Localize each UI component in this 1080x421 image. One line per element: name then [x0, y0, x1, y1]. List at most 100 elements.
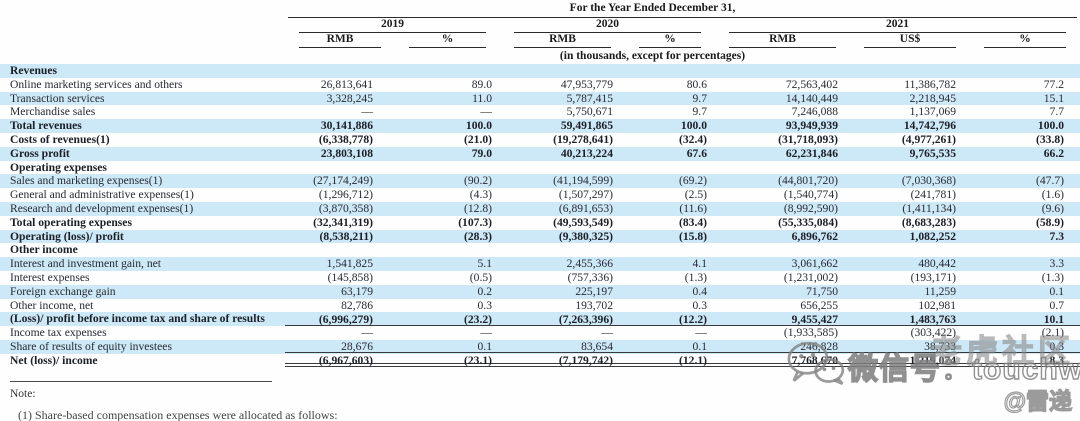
- row-label: (Loss)/ profit before income tax and sha…: [10, 312, 265, 326]
- table-row: Total revenues 30,141,886 100.0 59,491,865 1…: [0, 119, 1080, 133]
- cell-2020-pct: 100.0: [680, 119, 707, 133]
- cell-2021-pct: (33.8): [1036, 132, 1065, 146]
- cell-2021-usd: (241,781): [910, 188, 956, 202]
- cell-2019-pct: (107.3): [458, 215, 492, 229]
- cell-2021-usd: 2,218,945: [909, 91, 956, 105]
- table-row: Merchandise sales — — 5,750,671 9.7 7,246,088…: [0, 105, 1080, 119]
- cell-2019-rmb: —: [361, 105, 373, 119]
- cell-2021-rmb: (55,335,084): [778, 215, 838, 229]
- row-label: Interest and investment gain, net: [10, 257, 161, 271]
- cell-2019-rmb: (3,870,358): [318, 201, 373, 215]
- cell-2019-pct: 0.2: [477, 284, 493, 298]
- cell-2021-usd: 1,082,252: [909, 229, 956, 243]
- cell-2019-pct: 0.3: [477, 298, 493, 312]
- cell-2019-pct: —: [480, 326, 492, 340]
- cell-2021-usd: 1,137,069: [909, 105, 956, 119]
- row-label: Revenues: [10, 64, 58, 77]
- cell-2020-rmb: 5,787,415: [566, 91, 613, 105]
- cell-2021-pct: 0.1: [1049, 284, 1065, 298]
- cell-2020-rmb: (49,593,549): [553, 215, 613, 229]
- cell-2021-rmb: (31,718,093): [778, 132, 838, 146]
- table-row: Gross profit 23,803,108 79.0 40,213,224 67.6…: [0, 146, 1080, 161]
- table-row: Sales and marketing expenses(1) (27,174,2…: [0, 174, 1080, 189]
- table-body: Revenues Online marketing services and ot…: [0, 64, 1080, 368]
- cell-2021-pct: 100.0: [1037, 119, 1065, 133]
- cell-2021-rmb: 6,896,762: [791, 229, 838, 243]
- col-2019-pct: %: [395, 33, 500, 48]
- table-row: Share of results of equity investees 28,6…: [0, 339, 1080, 354]
- year-2021-label: 2021: [729, 18, 1067, 33]
- cell-2020-rmb: 193,702: [575, 298, 613, 312]
- row-label: Gross profit: [10, 146, 70, 160]
- cell-2020-pct: (2.5): [684, 188, 707, 202]
- cell-2020-pct: 0.3: [692, 298, 708, 312]
- cell-2021-pct: 77.2: [1043, 77, 1065, 91]
- cell-2019-rmb: (27,174,249): [313, 174, 373, 188]
- cell-2019-rmb: (32,341,319): [313, 215, 373, 229]
- cell-2021-usd: [850, 161, 970, 175]
- cell-2019-rmb: (145,858): [327, 270, 373, 284]
- cell-2021-pct: (47.7): [1036, 174, 1065, 188]
- table-row: Transaction services 3,328,245 11.0 5,787,4…: [0, 91, 1080, 106]
- cell-2020-pct: (12.2): [625, 312, 715, 326]
- cell-2021-rmb: [715, 243, 850, 257]
- cell-2020-rmb: 5,750,671: [566, 105, 613, 119]
- cell-2019-pct: (12.8): [463, 201, 492, 215]
- header-units-row: (in thousands, except for percentages): [0, 48, 1080, 64]
- cell-2019-rmb: 30,141,886: [320, 119, 373, 133]
- cell-2021-pct: (1.3): [1041, 270, 1065, 284]
- cell-2019-rmb: (1,296,712): [318, 188, 373, 202]
- cell-2019-rmb: (6,338,778): [318, 132, 373, 146]
- cell-2021-rmb: 246,828: [715, 340, 850, 354]
- cell-2021-rmb: 656,255: [800, 298, 838, 312]
- cell-2021-usd: (1,411,134): [902, 201, 956, 215]
- cell-2019-pct: (28.3): [463, 229, 492, 243]
- year-2021-group: 2021: [715, 18, 1080, 33]
- cell-2020-rmb: 83,654: [500, 340, 625, 354]
- cell-2021-pct: 7.7: [1049, 105, 1065, 119]
- cell-2020-pct: 67.6: [686, 146, 707, 160]
- table-row: Net (loss)/ income (6,967,603) (23.1) (7,17…: [0, 354, 1080, 368]
- row-label: Operating (loss)/ profit: [10, 229, 124, 243]
- table-row: Operating (loss)/ profit (8,538,211) (28.3…: [0, 229, 1080, 244]
- cell-2019-rmb: (6,996,279): [285, 312, 395, 326]
- row-label: Merchandise sales: [10, 105, 96, 119]
- cell-2021-pct: 8.3: [970, 354, 1080, 368]
- cell-2021-usd: 480,442: [918, 257, 956, 271]
- row-label: Net (loss)/ income: [10, 353, 98, 367]
- cell-2021-rmb: (1,231,002): [783, 270, 838, 284]
- cell-2021-rmb: 93,949,939: [785, 119, 838, 133]
- footnote-separator-line: [10, 381, 272, 382]
- row-label: General and administrative expenses(1): [10, 188, 194, 202]
- cell-2019-pct: [395, 243, 500, 257]
- cell-2020-rmb: (41,194,599): [553, 174, 613, 188]
- row-label: Total operating expenses: [10, 215, 132, 229]
- row-label: Online marketing services and others: [10, 77, 183, 91]
- col-2020-pct: %: [625, 33, 715, 48]
- cell-2020-pct: 0.1: [625, 340, 715, 354]
- cell-2020-rmb: (6,891,653): [558, 201, 613, 215]
- cell-2020-rmb: (1,507,297): [558, 188, 613, 202]
- cell-2020-pct: 9.7: [692, 91, 708, 105]
- cell-2021-rmb: [715, 64, 850, 78]
- row-label: Other income: [10, 243, 78, 257]
- cell-2021-rmb: 9,455,427: [715, 312, 850, 326]
- cell-2020-pct: (11.6): [679, 201, 707, 215]
- cell-2020-pct: [625, 64, 715, 78]
- cell-2020-pct: 9.7: [692, 105, 708, 119]
- cell-2021-pct: 7.3: [1049, 229, 1065, 243]
- row-label: Research and development expenses(1): [10, 201, 194, 215]
- cell-2019-rmb: 26,813,641: [320, 77, 373, 91]
- cell-2021-rmb: 71,750: [806, 284, 838, 298]
- cell-2021-rmb: 7,768,670: [715, 354, 850, 368]
- cell-2021-usd: 9,765,535: [909, 146, 956, 160]
- table-row: General and administrative expenses(1) (1…: [0, 188, 1080, 202]
- cell-2019-pct: [395, 161, 500, 175]
- col-2021-rmb: RMB: [715, 33, 850, 48]
- cell-2019-pct: (23.1): [395, 354, 500, 368]
- table-row: Research and development expenses(1) (3,8…: [0, 201, 1080, 216]
- cell-2020-rmb: 47,953,779: [560, 77, 613, 91]
- period-title: For the Year Ended December 31,: [285, 0, 1080, 18]
- cell-2020-pct: [625, 243, 715, 257]
- table-row: Costs of revenues(1) (6,338,778) (21.0) (19…: [0, 133, 1080, 147]
